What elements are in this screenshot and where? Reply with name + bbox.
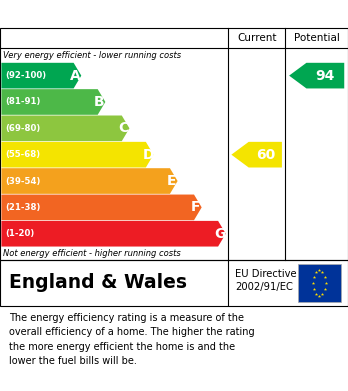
Text: (1-20): (1-20) bbox=[6, 229, 35, 238]
Polygon shape bbox=[1, 168, 177, 194]
Polygon shape bbox=[1, 89, 105, 115]
Polygon shape bbox=[1, 115, 129, 141]
Text: Energy Efficiency Rating: Energy Efficiency Rating bbox=[9, 7, 230, 22]
Text: D: D bbox=[142, 148, 154, 161]
Text: Potential: Potential bbox=[294, 33, 340, 43]
Polygon shape bbox=[1, 221, 226, 247]
Text: F: F bbox=[191, 200, 200, 214]
Text: (81-91): (81-91) bbox=[6, 97, 41, 106]
Bar bbox=[298, 264, 341, 302]
Polygon shape bbox=[1, 63, 81, 88]
Text: (39-54): (39-54) bbox=[6, 176, 41, 185]
Text: (55-68): (55-68) bbox=[6, 150, 41, 159]
Text: Very energy efficient - lower running costs: Very energy efficient - lower running co… bbox=[3, 51, 181, 60]
Text: C: C bbox=[118, 121, 128, 135]
Text: E: E bbox=[166, 174, 176, 188]
Text: England & Wales: England & Wales bbox=[9, 273, 187, 292]
Text: B: B bbox=[94, 95, 105, 109]
Text: (92-100): (92-100) bbox=[6, 71, 47, 80]
Text: 94: 94 bbox=[316, 69, 335, 83]
Text: A: A bbox=[70, 69, 81, 83]
Text: (21-38): (21-38) bbox=[6, 203, 41, 212]
Polygon shape bbox=[1, 195, 202, 220]
Polygon shape bbox=[289, 63, 344, 88]
Text: EU Directive
2002/91/EC: EU Directive 2002/91/EC bbox=[235, 269, 296, 292]
Text: (69-80): (69-80) bbox=[6, 124, 41, 133]
Polygon shape bbox=[231, 142, 282, 167]
Text: Not energy efficient - higher running costs: Not energy efficient - higher running co… bbox=[3, 249, 181, 258]
Text: Current: Current bbox=[237, 33, 276, 43]
Text: 60: 60 bbox=[256, 148, 275, 161]
Polygon shape bbox=[1, 142, 153, 167]
Text: The energy efficiency rating is a measure of the
overall efficiency of a home. T: The energy efficiency rating is a measur… bbox=[9, 313, 254, 366]
Text: G: G bbox=[215, 227, 226, 241]
